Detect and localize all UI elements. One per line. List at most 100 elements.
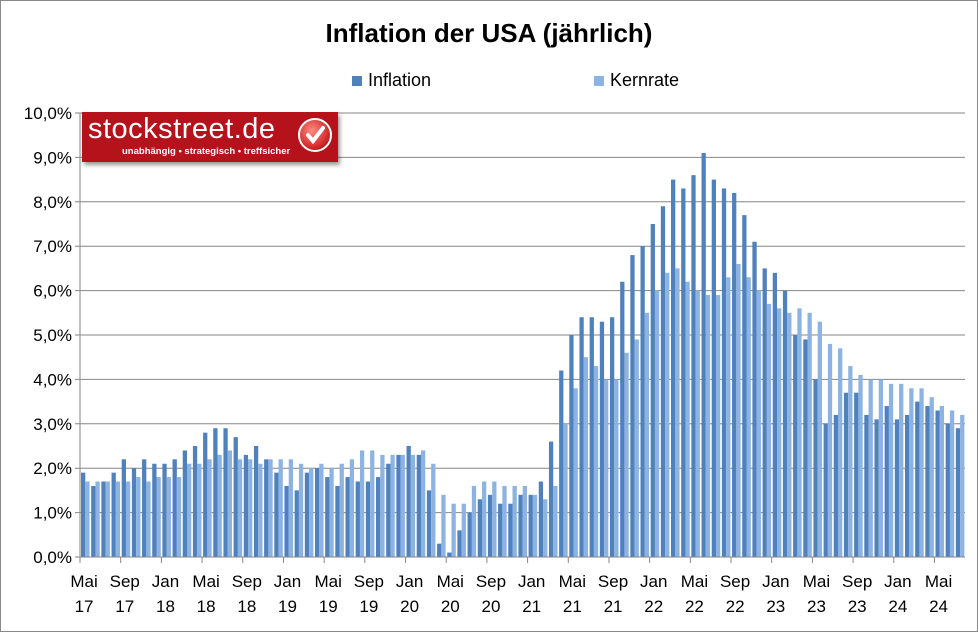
x-tick-label-year: 19 [319,597,338,616]
bar-kernrate [268,459,273,557]
bar-kernrate [878,379,884,557]
x-tick-label-year: 20 [441,597,460,616]
bar-kernrate [502,485,507,557]
bar-inflation [508,503,513,557]
y-tick-label: 4,0% [33,370,72,389]
x-tick-label-month: Mai [192,572,219,591]
bar-kernrate [766,303,772,557]
bar-inflation [843,392,849,557]
x-tick-label-year: 18 [237,597,256,616]
bar-inflation [691,175,696,557]
bar-kernrate [797,308,802,557]
bar-inflation [935,410,940,557]
bar-inflation [793,335,798,557]
stockstreet-logo: stockstreet.de unabhängig • strategisch … [82,112,338,162]
bar-kernrate [207,459,212,557]
x-tick-label-month: Sep [110,572,140,591]
x-tick-label-month: Sep [354,572,384,591]
bar-kernrate [563,423,568,557]
x-tick-label-year: 18 [156,597,175,616]
bar-inflation [884,406,889,557]
bar-kernrate [573,388,578,557]
x-tick-label-month: Sep [598,572,628,591]
y-tick-label: 2,0% [33,459,72,478]
bar-inflation [711,179,716,557]
x-tick-label-year: 17 [115,597,134,616]
bar-kernrate [807,312,812,557]
bar-inflation [406,446,411,557]
bar-inflation [253,446,259,557]
bar-kernrate [187,463,192,557]
bar-kernrate [288,459,294,557]
bar-inflation [477,499,483,557]
bar-inflation [365,481,371,557]
x-tick-label-year: 21 [522,597,541,616]
x-tick-label-month: Jan [762,572,789,591]
x-tick-label-year: 23 [848,597,867,616]
bar-inflation [528,494,533,557]
bar-inflation [955,428,961,557]
bar-kernrate [105,481,110,557]
bar-inflation [376,477,381,557]
bar-kernrate [146,481,151,557]
bar-kernrate [309,468,314,557]
bar-inflation [325,477,330,557]
bar-kernrate [756,290,761,557]
bar-kernrate [777,308,782,557]
bar-kernrate [227,450,232,557]
legend-label-inflation: Inflation [368,70,432,90]
legend-item-kernrate: Kernrate [594,70,679,91]
bar-inflation [803,339,808,557]
bar-kernrate [644,312,650,557]
bar-inflation [335,485,340,557]
bar-kernrate [899,383,904,557]
bar-inflation [874,419,879,557]
x-tick-label-month: Mai [681,572,708,591]
bar-kernrate [237,459,243,557]
x-tick-label-year: 18 [197,597,216,616]
legend-item-inflation: Inflation [352,70,431,91]
bar-inflation [538,481,544,557]
bar-kernrate [685,281,690,557]
x-tick-label-month: Mai [925,572,952,591]
x-tick-label-year: 22 [644,597,663,616]
bar-inflation [701,152,706,557]
bar-inflation [213,428,218,557]
x-tick-label-year: 22 [685,597,704,616]
bar-kernrate [919,388,924,557]
bar-inflation [762,268,767,557]
y-tick-label: 7,0% [33,237,72,256]
x-tick-label-month: Sep [842,572,872,591]
bar-inflation [579,317,584,557]
y-tick-label: 1,0% [33,504,72,523]
bar-kernrate [715,295,721,557]
bar-kernrate [166,477,171,557]
bar-inflation [416,454,421,557]
bar-inflation [131,468,137,557]
x-tick-label-year: 19 [359,597,378,616]
bar-kernrate [736,263,741,557]
bar-kernrate [838,348,843,557]
bar-kernrate [339,463,344,557]
bar-kernrate [278,459,283,557]
bar-inflation [203,432,208,557]
bar-kernrate [705,295,711,557]
bar-kernrate [156,477,161,557]
x-tick-label-year: 22 [726,597,745,616]
bar-inflation [854,392,859,557]
bar-kernrate [451,503,456,557]
bar-kernrate [115,481,121,557]
bar-kernrate [634,339,639,557]
bar-kernrate [909,388,914,557]
bar-inflation [142,459,147,557]
bar-kernrate [726,277,731,557]
bar-inflation [345,477,350,557]
x-tick-label-month: Sep [232,572,262,591]
bar-inflation [457,530,462,557]
bar-kernrate [848,366,853,557]
y-tick-label: 5,0% [33,326,72,345]
x-tick-label-year: 17 [75,597,94,616]
y-tick-label: 3,0% [33,415,72,434]
bar-kernrate [604,379,609,557]
bar-kernrate [176,477,182,557]
